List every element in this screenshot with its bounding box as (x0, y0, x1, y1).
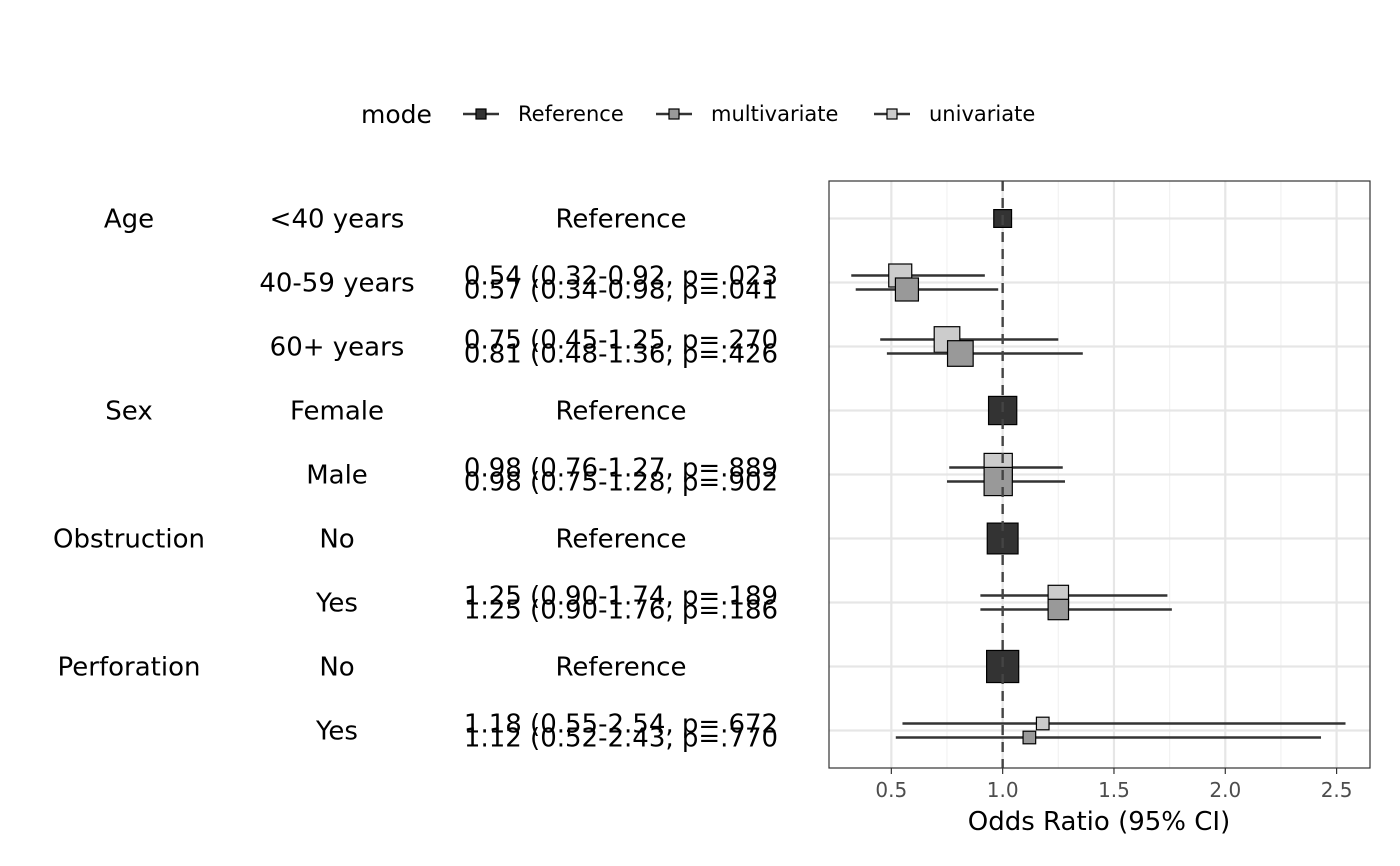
x-tick-label: 1.5 (1098, 778, 1130, 802)
point-multivariate (886, 340, 1083, 367)
level-label: <40 years (270, 205, 405, 235)
x-axis: 0.5 1.0 1.5 2.0 2.5 (875, 768, 1353, 802)
estimate-label: 0.57 (0.34-0.98, p=.041 (464, 276, 778, 306)
estimate-label: 1.25 (0.90-1.74, p=.189 (464, 582, 778, 612)
variable-label: Sex (105, 397, 152, 427)
level-label: Male (306, 461, 368, 491)
legend-key-marker (475, 108, 487, 120)
legend-label: Reference (518, 102, 624, 126)
legend-entries: Reference multivariate univariate (463, 102, 1035, 126)
estimate-label: 1.12 (0.52-2.43, p=.770 (464, 724, 778, 754)
level-label: 60+ years (270, 333, 405, 363)
point-marker (1035, 716, 1050, 731)
variable-label: Obstruction (53, 525, 205, 555)
legend-entry: univariate (874, 102, 1035, 126)
legend-key-marker (668, 108, 680, 120)
panel-border (828, 180, 1371, 769)
point-marker (1047, 598, 1070, 621)
legend-entry: multivariate (656, 102, 838, 126)
point-multivariate (946, 466, 1065, 497)
level-label: Yes (315, 589, 358, 619)
estimate-label: 0.98 (0.75-1.28, p=.902 (464, 468, 778, 498)
x-tick-label: 1.0 (987, 778, 1019, 802)
level-label: Yes (315, 717, 358, 747)
estimate-label: 0.81 (0.48-1.36, p=.426 (464, 340, 778, 370)
point-multivariate (980, 598, 1172, 621)
table-columns: Age <40 years Reference 40-59 years 0.54 (0.… (53, 205, 778, 754)
legend-entry: Reference (463, 102, 624, 126)
level-label: Female (290, 397, 384, 427)
point-marker (1022, 730, 1037, 745)
point-marker (946, 340, 974, 367)
level-label: No (319, 525, 354, 555)
legend-label: univariate (929, 102, 1035, 126)
estimate-label: Reference (556, 397, 687, 427)
estimate-label: 0.75 (0.45-1.25, p=.270 (464, 326, 778, 356)
estimate-label: Reference (556, 653, 687, 683)
x-tick-label: 2.0 (1209, 778, 1241, 802)
plot-panel (828, 180, 1371, 769)
point-marker (983, 466, 1013, 497)
variable-label: Perforation (58, 653, 201, 683)
point-univariate (902, 716, 1346, 731)
legend-title: mode (361, 100, 432, 129)
estimate-label: 1.18 (0.55-2.54, p=.672 (464, 710, 778, 740)
point-multivariate (895, 730, 1322, 745)
point-marker (894, 277, 920, 302)
estimate-label: 0.98 (0.76-1.27, p=.889 (464, 454, 778, 484)
x-axis-label: Odds Ratio (95% CI) (968, 807, 1230, 837)
variable-label: Age (104, 205, 154, 235)
estimate-label: Reference (556, 525, 687, 555)
x-tick-label: 2.5 (1321, 778, 1353, 802)
point-multivariate (855, 277, 999, 302)
estimate-label: 1.25 (0.90-1.76, p=.186 (464, 596, 778, 626)
estimate-label: Reference (556, 205, 687, 235)
x-tick-label: 0.5 (875, 778, 907, 802)
legend-label: multivariate (711, 102, 838, 126)
grid (829, 181, 1370, 768)
level-label: 40-59 years (259, 269, 414, 299)
estimate-label: 0.54 (0.32-0.92, p=.023 (464, 262, 778, 292)
legend: mode Reference multivariate univariate (361, 100, 1035, 129)
level-label: No (319, 653, 354, 683)
legend-key-marker (886, 108, 898, 120)
